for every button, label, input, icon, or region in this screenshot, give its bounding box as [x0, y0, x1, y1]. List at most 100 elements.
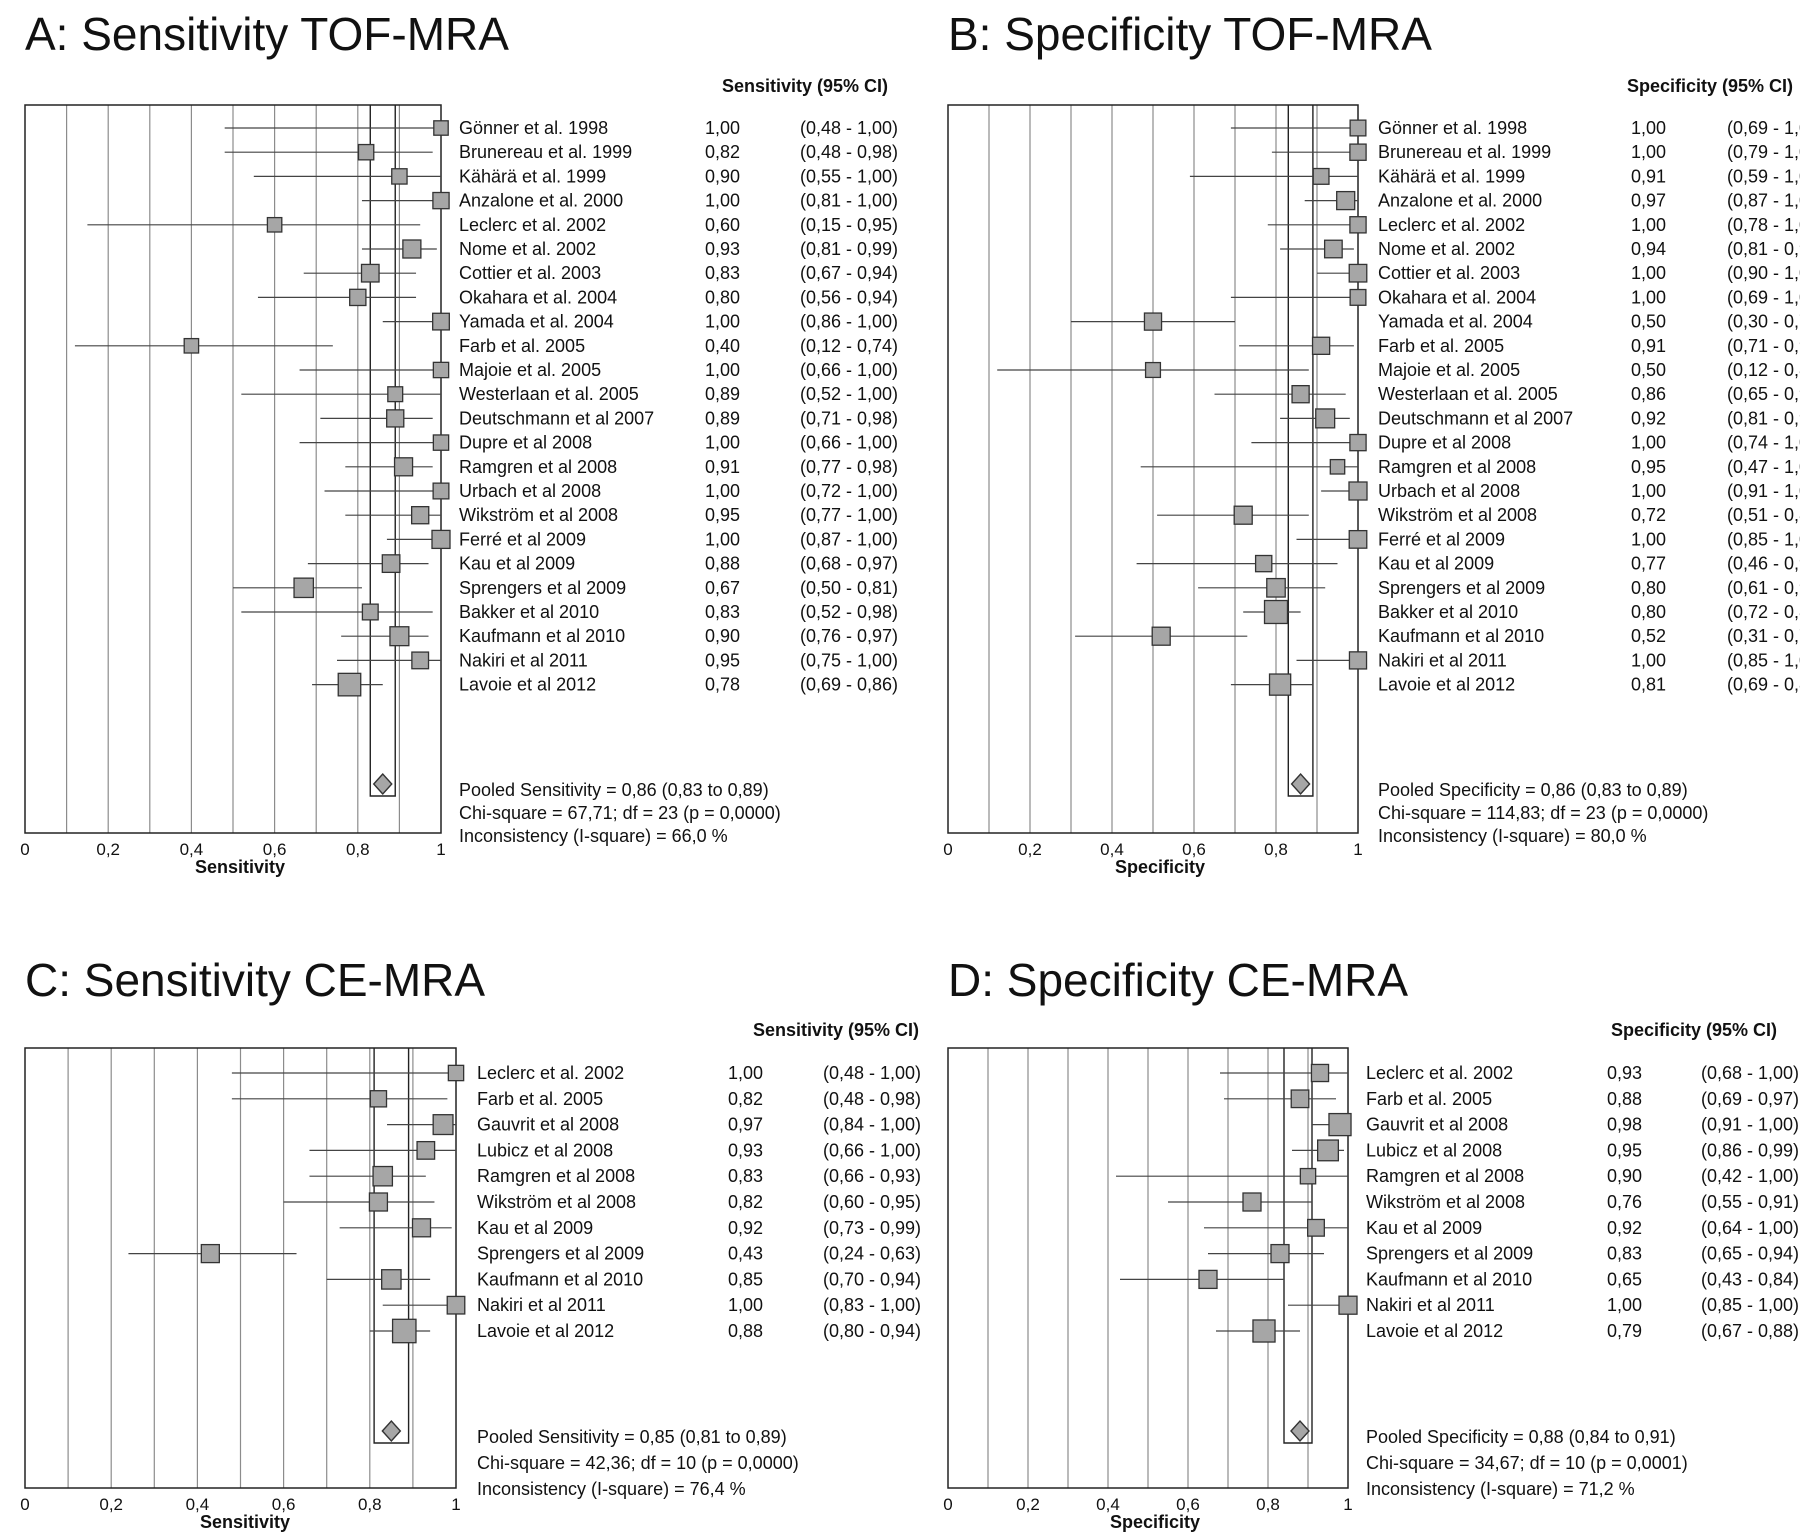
study-name: Leclerc et al. 2002	[477, 1063, 624, 1083]
study-ci: (0,86 - 0,99)	[1701, 1140, 1799, 1160]
study-estimate: 0,92	[728, 1218, 763, 1238]
study-name: Dupre et al 2008	[1378, 433, 1511, 453]
study-name: Wikström et al 2008	[1366, 1192, 1525, 1212]
study-marker	[432, 434, 450, 451]
study-row: Kaufmann et al 2010 0,85 (0,70 - 0,94)	[326, 1269, 921, 1290]
pooled-statistic: Chi-square = 34,67; df = 10 (p = 0,0001)	[1366, 1453, 1688, 1473]
study-row: Farb et al. 2005 0,40 (0,12 - 0,74)	[74, 336, 898, 356]
x-tick-label: 0	[943, 1495, 952, 1514]
study-row: Farb et al. 2005 0,88 (0,69 - 0,97)	[1224, 1089, 1799, 1109]
study-marker	[372, 1165, 394, 1187]
study-row: Dupre et al 2008 1,00 (0,66 - 1,00)	[299, 433, 898, 453]
study-estimate: 0,88	[1607, 1089, 1642, 1109]
study-name: Kau et al 2009	[459, 554, 575, 574]
study-estimate: 0,72	[1631, 505, 1666, 525]
plot-frame	[947, 1047, 1349, 1489]
study-row: Okahara et al. 2004 0,80 (0,56 - 0,94)	[257, 287, 898, 307]
study-name: Sprengers et al 2009	[1366, 1244, 1533, 1264]
study-name: Nakiri et al 2011	[459, 650, 588, 670]
study-row: Majoie et al. 2005 1,00 (0,66 - 1,00)	[299, 360, 898, 380]
study-estimate: 0,90	[705, 626, 740, 646]
study-ci: (0,24 - 0,63)	[823, 1244, 921, 1264]
study-estimate: 1,00	[1631, 142, 1666, 162]
study-name: Kau et al 2009	[1366, 1218, 1482, 1238]
study-marker	[1348, 263, 1368, 283]
study-ci: (0,66 - 0,93)	[823, 1166, 921, 1186]
study-marker	[1312, 167, 1330, 185]
study-estimate: 1,00	[1631, 650, 1666, 670]
panel-c-sensitivity-ce: C: Sensitivity CE-MRA Sensitivity (95% CI…	[20, 954, 921, 1532]
study-name: Gönner et al. 1998	[1378, 118, 1527, 138]
x-tick-label: 1	[436, 840, 445, 859]
study-row: Cottier et al. 2003 0,83 (0,67 - 0,94)	[303, 263, 898, 283]
study-name: Bakker et al 2010	[459, 602, 599, 622]
column-header: Specificity (95% CI)	[1627, 76, 1793, 96]
study-ci: (0,46 - 0,95)	[1727, 554, 1800, 574]
study-estimate: 0,93	[728, 1140, 763, 1160]
study-ci: (0,47 - 1,00)	[1727, 457, 1800, 477]
study-ci: (0,65 - 0,97)	[1727, 384, 1800, 404]
study-estimate: 0,52	[1631, 626, 1666, 646]
study-estimate: 0,94	[1631, 239, 1666, 259]
study-name: Bakker et al 2010	[1378, 602, 1518, 622]
study-ci: (0,12 - 0,74)	[800, 336, 898, 356]
study-marker	[361, 603, 379, 621]
study-marker	[1348, 529, 1368, 549]
study-estimate: 0,43	[728, 1244, 763, 1264]
x-tick-label: 0,6	[263, 840, 287, 859]
study-ci: (0,66 - 1,00)	[800, 360, 898, 380]
study-marker	[1233, 505, 1253, 525]
study-estimate: 1,00	[1631, 263, 1666, 283]
x-tick-label: 0	[20, 840, 29, 859]
study-estimate: 1,00	[728, 1063, 763, 1083]
study-row: Lubicz et al 2008 0,95 (0,86 - 0,99)	[1292, 1139, 1799, 1162]
study-marker	[1299, 1167, 1317, 1185]
study-ci: (0,69 - 0,89)	[1727, 675, 1800, 695]
study-estimate: 0,85	[728, 1269, 763, 1289]
study-name: Majoie et al. 2005	[1378, 360, 1520, 380]
study-row: Wikström et al 2008 0,95 (0,77 - 1,00)	[345, 505, 898, 525]
study-ci: (0,68 - 1,00)	[1701, 1063, 1799, 1083]
study-marker	[1311, 336, 1331, 356]
study-row: Kähärä et al. 1999 0,91 (0,59 - 1,00)	[1189, 166, 1800, 186]
study-name: Wikström et al 2008	[459, 505, 618, 525]
study-estimate: 1,00	[705, 481, 740, 501]
study-estimate: 0,80	[705, 287, 740, 307]
study-name: Ramgren et al 2008	[459, 457, 617, 477]
study-estimate: 0,95	[1631, 457, 1666, 477]
study-row: Sprengers et al 2009 0,80 (0,61 - 0,92)	[1198, 578, 1800, 598]
pooled-statistic: Pooled Sensitivity = 0,86 (0,83 to 0,89)	[459, 780, 769, 800]
panel-title: A: Sensitivity TOF-MRA	[25, 8, 509, 60]
study-row: Kau et al 2009 0,88 (0,68 - 0,97)	[307, 554, 898, 574]
study-marker	[391, 168, 408, 185]
study-row: Westerlaan et al. 2005 0,89 (0,52 - 1,00)	[241, 384, 898, 404]
study-marker	[432, 1114, 454, 1136]
study-ci: (0,30 - 0,70)	[1727, 312, 1800, 332]
study-estimate: 0,88	[705, 554, 740, 574]
x-axis-label: Specificity	[1110, 1512, 1200, 1532]
study-estimate: 0,40	[705, 336, 740, 356]
study-name: Ramgren et al 2008	[1378, 457, 1536, 477]
pooled-statistic: Inconsistency (I-square) = 71,2 %	[1366, 1479, 1635, 1499]
study-marker	[1144, 361, 1162, 379]
study-estimate: 0,50	[1631, 360, 1666, 380]
study-ci: (0,81 - 0,98)	[1727, 408, 1800, 428]
study-ci: (0,81 - 1,00)	[800, 191, 898, 211]
study-ci: (0,31 - 0,73)	[1727, 626, 1800, 646]
study-ci: (0,55 - 0,91)	[1701, 1192, 1799, 1212]
study-ci: (0,48 - 1,00)	[823, 1063, 921, 1083]
study-row: Brunereau et al. 1999 1,00 (0,79 - 1,00)	[1271, 142, 1800, 162]
study-row: Leclerc et al. 2002 0,60 (0,15 - 0,95)	[87, 215, 898, 235]
study-ci: (0,65 - 0,94)	[1701, 1244, 1799, 1264]
study-estimate: 0,65	[1607, 1269, 1642, 1289]
study-row: Lavoie et al 2012 0,88 (0,80 - 0,94)	[369, 1318, 921, 1344]
study-estimate: 0,83	[705, 263, 740, 283]
study-estimate: 0,80	[1631, 602, 1666, 622]
x-tick-label: 0,8	[346, 840, 370, 859]
study-ci: (0,67 - 0,94)	[800, 263, 898, 283]
study-row: Anzalone et al. 2000 0,97 (0,87 - 1,00)	[1304, 191, 1800, 211]
study-ci: (0,71 - 0,99)	[1727, 336, 1800, 356]
study-ci: (0,81 - 0,99)	[800, 239, 898, 259]
x-tick-label: 0,8	[358, 1495, 382, 1514]
study-estimate: 0,93	[1607, 1063, 1642, 1083]
